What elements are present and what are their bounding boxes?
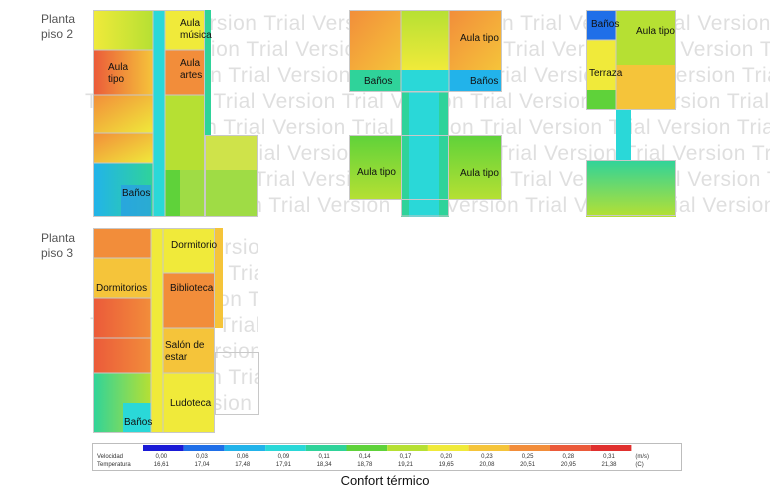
legend-temperature-value: 17,04 (195, 462, 211, 468)
legend-color-swatch (183, 445, 225, 451)
room-label-aula-musica: Aula música (180, 18, 212, 42)
room-label-dormitorio: Dormitorio (171, 240, 218, 251)
room-label-banos-right: Baños (591, 19, 620, 30)
legend-velocity-value: 0,06 (237, 454, 249, 460)
legend-color-swatch (550, 445, 591, 451)
room-label-aula-artes: Aula artes (180, 58, 202, 82)
room-label-banos-left: Baños (122, 188, 151, 199)
legend-velocity-unit: (m/s) (635, 454, 649, 460)
room-label-salon-line1: Salón de (165, 340, 205, 351)
legend-color-swatch (509, 445, 550, 451)
floor2-left-heatmap (93, 10, 258, 217)
room-label-aula-tipo-mid-bl: Aula tipo (357, 167, 396, 178)
floor-3-label-line1: Planta (41, 231, 76, 245)
floor-3-label-line2: piso 3 (41, 246, 74, 260)
legend-velocity-value: 0,17 (400, 454, 412, 460)
legend: Velocidad Temperatura 0,00 0,03 0,06 0,09 0,11… (92, 443, 682, 471)
legend-velocity-value: 0,00 (155, 454, 167, 460)
legend-color-swatch (224, 445, 266, 451)
legend-temperature-value: 17,91 (276, 462, 292, 468)
legend-color-swatch (305, 445, 347, 451)
floor2-middle-heatmap (349, 10, 502, 217)
legend-color-swatch (387, 445, 428, 451)
room-label-terraza: Terraza (589, 68, 623, 79)
room-label-aula-musica-line2: música (180, 30, 212, 41)
floor2-right-heatmap (586, 10, 676, 217)
legend-velocity-value: 0,14 (359, 454, 371, 460)
legend-color-swatch (265, 445, 306, 451)
room-label-aula-tipo-mid-br: Aula tipo (460, 168, 499, 179)
room-label-aula-tipo-left: Aula tipo (108, 62, 128, 86)
floor-2-label-line2: piso 2 (41, 27, 74, 41)
legend-color-swatch (143, 445, 184, 451)
floor3-block (93, 228, 259, 433)
floor-3-label: Planta piso 3 (41, 231, 75, 261)
legend-velocity-value: 0,20 (440, 454, 452, 460)
legend-temperature-value: 20,08 (479, 462, 495, 468)
room-label-salon-line2: estar (165, 352, 188, 363)
room-label-banos-3: Baños (124, 417, 153, 428)
legend-velocity-value: 0,25 (522, 454, 534, 460)
room-label-dormitorios: Dormitorios (96, 283, 148, 294)
floor3-heatmap (93, 228, 259, 433)
legend-temperature-value: 16,61 (154, 462, 170, 468)
legend-temperature-value: 18,78 (357, 462, 373, 468)
floor2-right-block (586, 10, 676, 217)
legend-color-swatch (468, 445, 510, 451)
figure-caption: Confort térmico (340, 473, 430, 488)
legend-temperature-value: 18,34 (317, 462, 333, 468)
floor-2-label: Planta piso 2 (41, 12, 75, 42)
legend-velocity-value: 0,31 (603, 454, 615, 460)
legend-temperature-value: 21,38 (602, 462, 618, 468)
legend-velocity-value: 0,11 (318, 454, 330, 460)
room-label-biblioteca: Biblioteca (170, 283, 214, 294)
room-label-aula-tipo-right: Aula tipo (636, 26, 675, 37)
room-label-banos-mid-right: Baños (470, 76, 499, 87)
legend-velocity-label: Velocidad (97, 454, 123, 460)
room-label-banos-mid-left: Baños (364, 76, 393, 87)
room-label-aula-tipo-left-line2: tipo (108, 74, 125, 85)
legend-velocity-value: 0,28 (562, 454, 574, 460)
floor2-left-block (93, 10, 258, 217)
legend-color-swatch (590, 445, 632, 451)
legend-velocity-value: 0,23 (481, 454, 493, 460)
legend-temperature-value: 20,95 (561, 462, 577, 468)
room-label-aula-artes-line2: artes (180, 70, 203, 81)
legend-svg: Velocidad Temperatura 0,00 0,03 0,06 0,09 0,11… (97, 445, 649, 468)
legend-temperature-value: 20,51 (520, 462, 536, 468)
room-label-aula-tipo-left-line1: Aula (108, 62, 129, 73)
legend-temperature-value: 19,65 (439, 462, 455, 468)
floor-2-label-line1: Planta (41, 12, 76, 26)
room-label-salon-estar: Salón de estar (165, 340, 204, 364)
legend-temperature-value: 17,48 (235, 462, 251, 468)
legend-color-swatch (346, 445, 388, 451)
legend-color-swatch (427, 445, 469, 451)
room-label-aula-musica-line1: Aula (180, 18, 201, 29)
legend-velocity-value: 0,03 (196, 454, 208, 460)
room-label-aula-tipo-mid-top: Aula tipo (460, 33, 499, 44)
legend-velocity-value: 0,09 (278, 454, 290, 460)
legend-temperature-label: Temperatura (97, 462, 131, 468)
legend-temperature-value: 19,21 (398, 462, 414, 468)
legend-temperature-unit: (C) (635, 462, 643, 468)
floor2-middle-block (349, 10, 502, 217)
room-label-aula-artes-line1: Aula (180, 58, 201, 69)
room-label-ludoteca: Ludoteca (170, 398, 212, 409)
